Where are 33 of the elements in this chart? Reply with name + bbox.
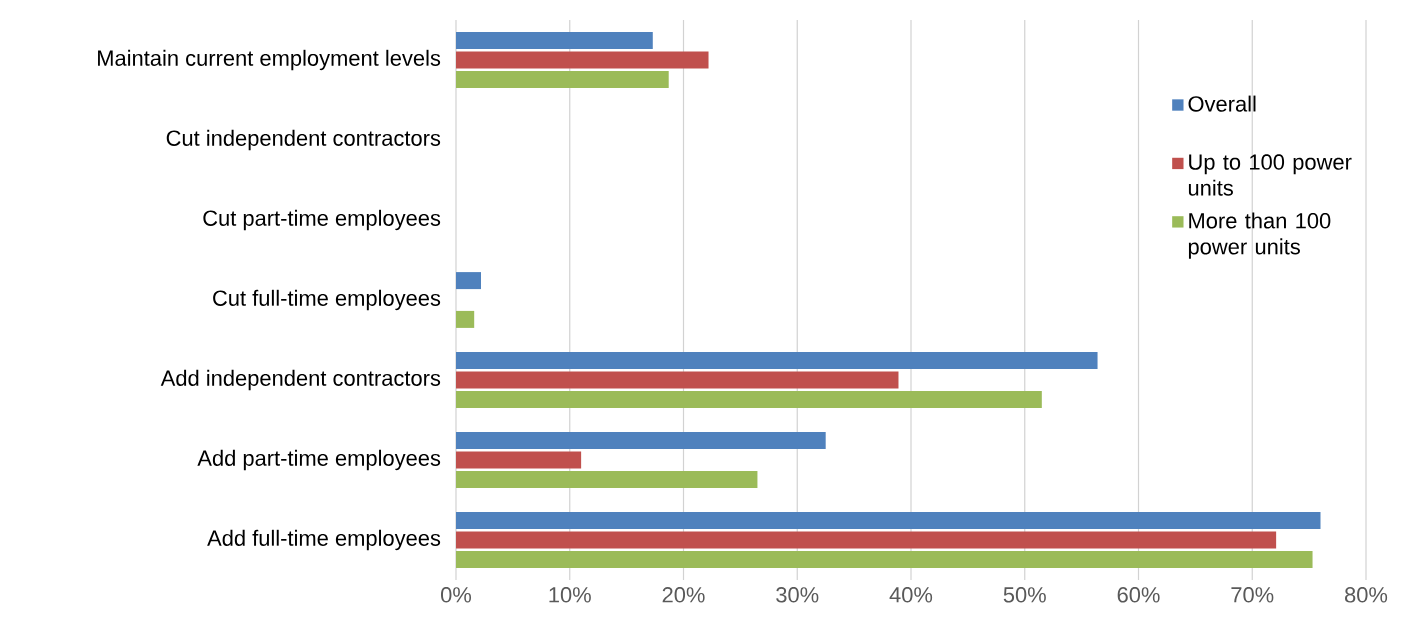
y-tick-label: Add full-time employees [207,529,441,551]
legend-label: More than 100 power units [1188,212,1331,259]
x-tick-label: 70% [1231,587,1274,603]
bar [455,470,758,488]
bar [455,51,709,69]
bar [455,352,1098,370]
bar [455,32,653,50]
y-tick-label: Add part-time employees [197,449,441,471]
bar [455,390,1042,408]
bar [455,531,1277,549]
bar [455,451,582,469]
bar [455,310,475,328]
bar [455,432,826,450]
x-tick-label: 80% [1345,587,1388,603]
y-tick-label: Cut part-time employees [203,209,441,231]
bar [455,512,1321,530]
x-tick-label: 30% [776,587,819,603]
y-tick-label: Maintain current employment levels [98,49,441,71]
bar [455,550,1313,568]
y-tick-label: Add independent contractors [160,369,441,391]
legend-label: Up to 100 power units [1188,154,1352,196]
x-tick-label: 40% [889,587,933,603]
bar [455,70,669,88]
x-tick-label: 50% [1003,587,1046,603]
x-tick-label: 10% [549,587,591,603]
y-tick-label: Cut independent contractors [166,129,441,151]
x-tick-label: 60% [1117,587,1160,603]
x-tick-label: 0% [441,587,472,603]
y-tick-label: Cut full-time employees [213,289,441,311]
x-tick-label: 20% [662,587,705,603]
bar [455,272,482,290]
legend-label: Overall [1188,95,1256,112]
bar [455,371,899,389]
